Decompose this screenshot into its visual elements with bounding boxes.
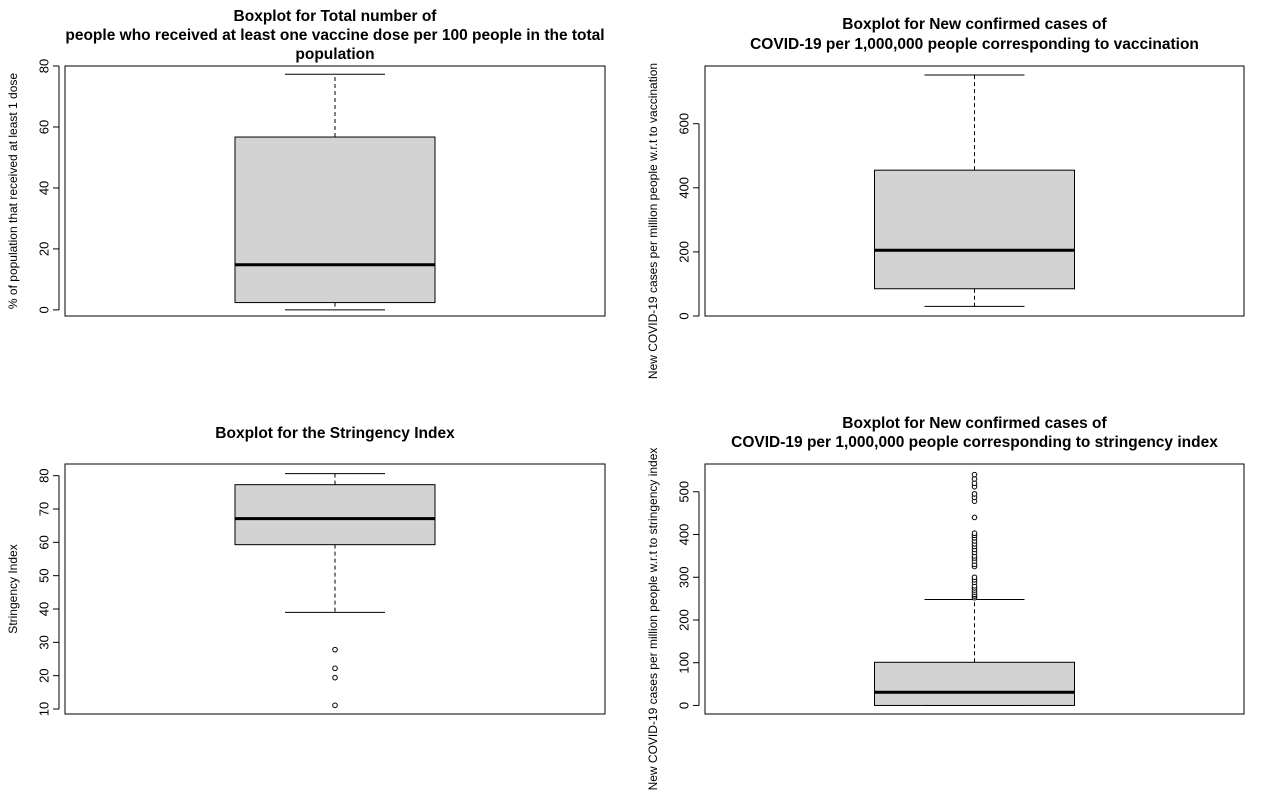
plot-frame (704, 463, 1245, 715)
outlier-point (971, 514, 978, 521)
y-axis-label: % of population that received at least 1… (6, 73, 20, 309)
outlier-point (332, 702, 338, 709)
y-tick-label: 600 (676, 113, 691, 135)
y-tick-label: 200 (676, 609, 691, 631)
y-tick-label: 20 (36, 242, 51, 256)
y-tick-label: 20 (36, 668, 51, 682)
outlier-point (971, 574, 978, 581)
y-tick-label: 80 (36, 59, 51, 73)
boxplot-panel-cases-stringency: Boxplot for New confirmed cases of COVID-… (646, 415, 1245, 791)
boxplot-panel-cases-vaccination: Boxplot for New confirmed cases of COVID-… (646, 16, 1245, 379)
outlier-point (971, 471, 978, 478)
y-tick-label: 70 (36, 502, 51, 516)
chart-title-line: Boxplot for New confirmed cases of (842, 16, 1107, 33)
y-tick-label: 30 (36, 635, 51, 649)
boxplot-panel-stringency-index: Boxplot for the Stringency Index 10 20 30 40… (6, 425, 606, 716)
y-tick-label: 500 (676, 481, 691, 503)
y-tick-label: 400 (676, 524, 691, 546)
iqr-box (234, 484, 436, 546)
y-tick-label: 0 (36, 306, 51, 313)
y-tick-label: 300 (676, 566, 691, 588)
y-tick-label: 60 (36, 535, 51, 549)
y-tick-label: 0 (676, 702, 691, 709)
y-tick-label: 60 (36, 120, 51, 134)
y-tick-label: 40 (36, 181, 51, 195)
plot-frame (704, 65, 1245, 317)
y-tick-label: 100 (676, 652, 691, 674)
plot-frame (64, 65, 606, 317)
chart-title-line: people who received at least one vaccine… (65, 27, 604, 44)
y-tick-label: 40 (36, 602, 51, 616)
chart-title-line: Boxplot for New confirmed cases of (842, 415, 1107, 432)
boxplot-panel-vaccination-dose: Boxplot for Total number of people who re… (6, 8, 606, 317)
y-tick-label: 400 (676, 177, 691, 199)
chart-title-line: Boxplot for Total number of (234, 8, 438, 25)
y-tick-label: 10 (36, 702, 51, 716)
outlier-point (971, 491, 978, 497)
plot-frame (64, 463, 606, 715)
outlier-point (332, 674, 338, 681)
y-tick-label: 0 (676, 312, 691, 319)
y-tick-label: 200 (676, 241, 691, 263)
outlier-point (332, 646, 338, 653)
chart-title-line: COVID-19 per 1,000,000 people correspond… (750, 36, 1199, 53)
chart-title-line: population (295, 46, 374, 63)
y-tick-label: 80 (36, 468, 51, 482)
outlier-point (971, 530, 978, 537)
iqr-box (874, 169, 1075, 290)
iqr-box (874, 661, 1075, 706)
y-axis-label: New COVID-19 cases per million people w.… (646, 448, 660, 791)
chart-title-line: Boxplot for the Stringency Index (215, 425, 455, 442)
y-axis-label: Stringency Index (6, 544, 20, 633)
y-tick-label: 50 (36, 568, 51, 582)
chart-title-line: COVID-19 per 1,000,000 people correspond… (731, 434, 1218, 451)
iqr-box (234, 136, 436, 304)
outlier-point (332, 665, 338, 672)
y-axis-label: New COVID-19 cases per million people w.… (646, 63, 660, 379)
